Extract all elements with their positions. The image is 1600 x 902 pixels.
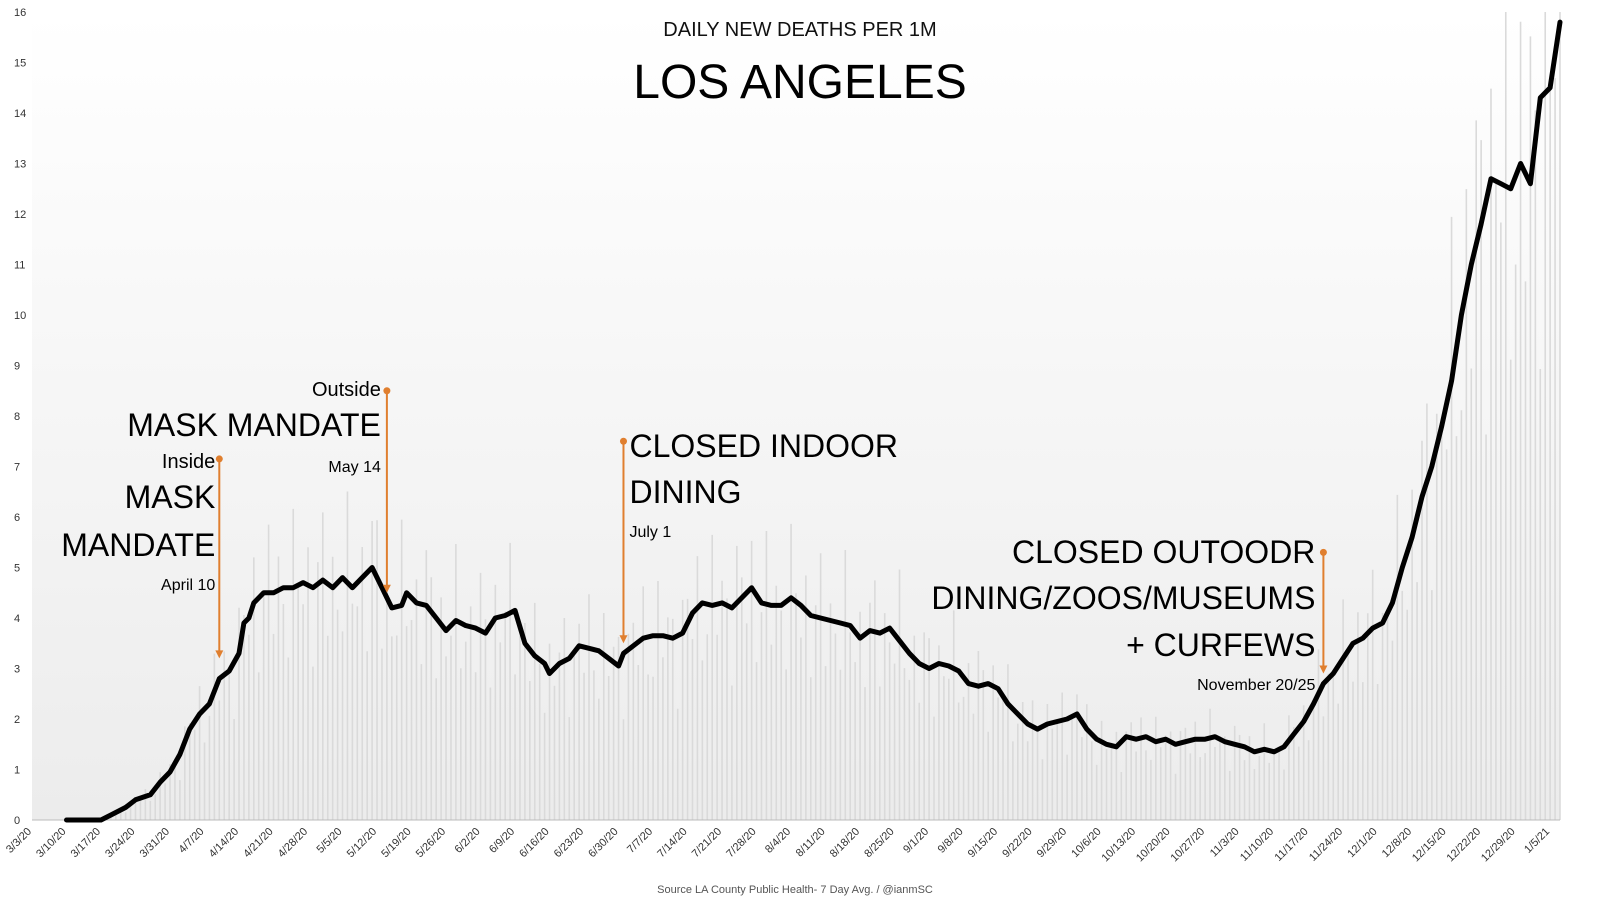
x-tick-label: 3/24/20	[103, 826, 137, 860]
x-tick-label: 7/21/20	[690, 826, 724, 860]
y-tick-label: 8	[14, 411, 20, 423]
x-tick-label: 5/19/20	[379, 826, 413, 860]
annotation-title: CLOSED INDOOR	[629, 428, 897, 464]
x-tick-label: 7/28/20	[724, 826, 758, 860]
x-tick-label: 4/14/20	[207, 826, 241, 860]
x-tick-label: 10/27/20	[1168, 826, 1207, 865]
annotation-title: MANDATE	[61, 527, 215, 563]
x-tick-label: 9/1/20	[901, 826, 931, 856]
annotation-date: April 10	[161, 577, 215, 594]
y-tick-label: 16	[14, 7, 26, 19]
x-tick-label: 7/14/20	[655, 826, 689, 860]
x-tick-label: 11/10/20	[1238, 826, 1276, 864]
chart-source: Source LA County Public Health- 7 Day Av…	[657, 884, 933, 896]
x-tick-label: 6/9/20	[487, 826, 517, 856]
annotation-title: + CURFEWS	[1126, 627, 1315, 663]
annotation-arrow-head	[215, 650, 224, 659]
annotation-date: July 1	[629, 524, 671, 541]
y-tick-label: 6	[14, 512, 20, 524]
x-axis: 3/3/20 3/10/20 3/17/20 3/24/20 3/31/20 4/7/20…	[4, 826, 1552, 865]
x-tick-label: 8/4/20	[763, 826, 793, 856]
y-tick-label: 7	[14, 462, 20, 474]
x-tick-label: 9/15/20	[966, 826, 1000, 860]
x-tick-label: 9/29/20	[1035, 826, 1069, 860]
x-tick-label: 3/3/20	[4, 826, 34, 856]
x-tick-label: 3/10/20	[34, 826, 68, 860]
x-tick-label: 11/24/20	[1307, 826, 1345, 864]
x-tick-label: 12/15/20	[1410, 826, 1449, 865]
x-tick-label: 11/17/20	[1273, 826, 1311, 864]
y-tick-label: 5	[14, 563, 20, 575]
x-tick-label: 10/20/20	[1134, 826, 1173, 865]
y-tick-label: 2	[14, 714, 20, 726]
x-tick-label: 7/7/20	[625, 826, 655, 856]
y-tick-label: 15	[14, 58, 26, 70]
y-tick-label: 1	[14, 765, 20, 777]
x-tick-label: 6/23/20	[552, 826, 586, 860]
annotation-arrow-head	[382, 584, 391, 593]
chart-subtitle: DAILY NEW DEATHS PER 1M	[663, 19, 936, 41]
x-tick-label: 5/5/20	[315, 826, 345, 856]
x-tick-label: 12/8/20	[1380, 826, 1414, 860]
annotation-title: MASK MANDATE	[127, 407, 381, 443]
annotation-title: DINING/ZOOS/MUSEUMS	[931, 580, 1315, 616]
series-line	[64, 19, 1563, 823]
x-tick-label: 3/17/20	[69, 826, 103, 860]
x-tick-label: 4/28/20	[276, 826, 310, 860]
y-tick-label: 9	[14, 361, 20, 373]
x-tick-label: 4/7/20	[177, 826, 207, 856]
y-tick-label: 13	[14, 159, 26, 171]
y-tick-label: 10	[14, 310, 26, 322]
x-tick-label: 5/12/20	[345, 826, 379, 860]
annotation-arrow-head	[619, 635, 628, 644]
x-tick-label: 5/26/20	[414, 826, 448, 860]
chart-title: LOS ANGELES	[633, 56, 967, 109]
annotation-title: CLOSED OUTOODR	[1012, 534, 1315, 570]
annotations: Inside MASK MANDATE April 10 Outside MASK MAN…	[61, 379, 1328, 694]
x-tick-label: 11/3/20	[1208, 826, 1242, 860]
x-tick-label: 10/13/20	[1099, 826, 1138, 865]
x-tick-label: 6/30/20	[586, 826, 620, 860]
y-tick-label: 12	[14, 209, 26, 221]
x-tick-label: 6/16/20	[517, 826, 551, 860]
x-tick-label: 9/22/20	[1000, 826, 1034, 860]
x-tick-label: 6/2/20	[453, 826, 483, 856]
y-tick-label: 3	[14, 664, 20, 676]
x-tick-label: 12/22/20	[1444, 826, 1483, 865]
y-tick-label: 14	[14, 108, 26, 120]
annotation-label-top: Outside	[312, 379, 381, 401]
annotation-title: MASK	[125, 479, 216, 515]
annotation-label-top: Inside	[162, 451, 215, 473]
annotation-date: May 14	[328, 459, 381, 476]
annotation-title: DINING	[629, 474, 741, 510]
annotation-arrow-head	[1319, 665, 1328, 674]
y-tick-label: 11	[14, 260, 25, 272]
x-tick-label: 8/11/20	[794, 826, 828, 860]
x-tick-label: 9/8/20	[936, 826, 966, 856]
x-tick-label: 10/6/20	[1069, 826, 1103, 860]
x-tick-label: 12/29/20	[1479, 826, 1518, 865]
x-tick-label: 12/1/20	[1345, 826, 1379, 860]
annotation-date: November 20/25	[1197, 677, 1315, 694]
x-tick-label: 8/18/20	[828, 826, 862, 860]
y-tick-label: 4	[14, 613, 20, 625]
y-tick-label: 0	[14, 815, 20, 827]
x-tick-label: 3/31/20	[138, 826, 172, 860]
x-tick-label: 8/25/20	[862, 826, 896, 860]
x-tick-label: 4/21/20	[241, 826, 275, 860]
x-tick-label: 1/5/21	[1522, 826, 1552, 856]
